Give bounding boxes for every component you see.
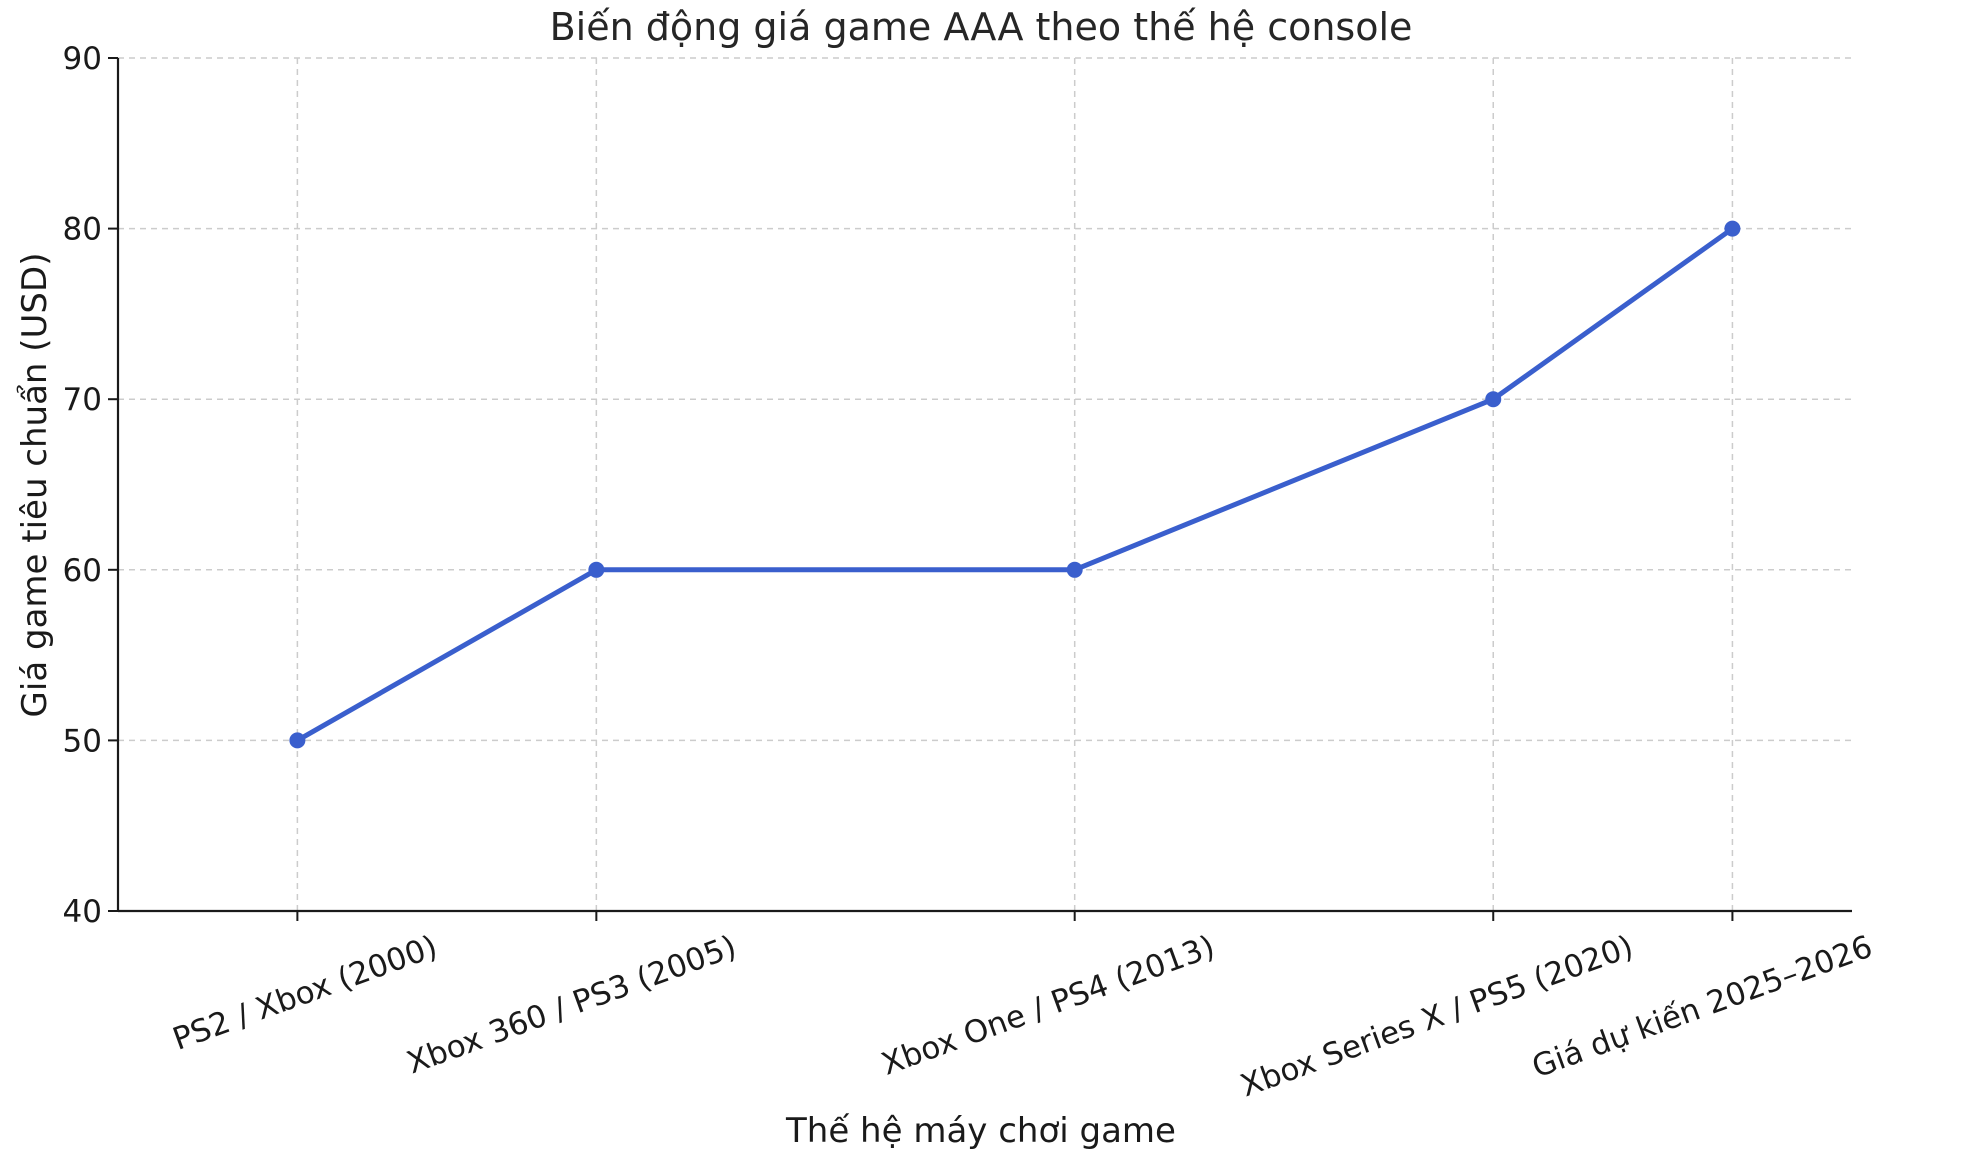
y-axis-label: Giá game tiêu chuẩn (USD) (15, 253, 55, 718)
x-ticks: PS2 / Xbox (2000)Xbox 360 / PS3 (2005) Xb… (168, 911, 1877, 1104)
data-point (1066, 561, 1083, 578)
y-ticks: 40 50 60 70 80 90 (63, 41, 118, 930)
data-point (1485, 391, 1502, 408)
y-tick-label: 80 (63, 212, 102, 248)
grid (118, 57, 1852, 912)
series (289, 220, 1741, 749)
data-point (1724, 220, 1741, 237)
y-tick-label: 90 (63, 41, 102, 77)
data-point (588, 561, 605, 578)
x-tick-label: PS2 / Xbox (2000) (168, 929, 442, 1058)
y-tick-label: 50 (63, 723, 102, 759)
x-tick-label: Xbox One / PS4 (2013) (877, 929, 1220, 1083)
chart-title: Biến động giá game AAA theo thế hệ conso… (550, 5, 1413, 49)
y-tick-label: 70 (63, 382, 102, 418)
data-point (289, 732, 306, 749)
x-axis-label: Thế hệ máy chơi game (785, 1111, 1176, 1151)
x-tick-label: Xbox 360 / PS3 (2005) (402, 929, 741, 1082)
series-line (294, 226, 1735, 743)
axes (116, 58, 1852, 913)
y-tick-label: 40 (63, 894, 102, 930)
y-tick-label: 60 (63, 553, 102, 589)
x-tick-label: Xbox Series X / PS5 (2020) (1236, 929, 1638, 1105)
